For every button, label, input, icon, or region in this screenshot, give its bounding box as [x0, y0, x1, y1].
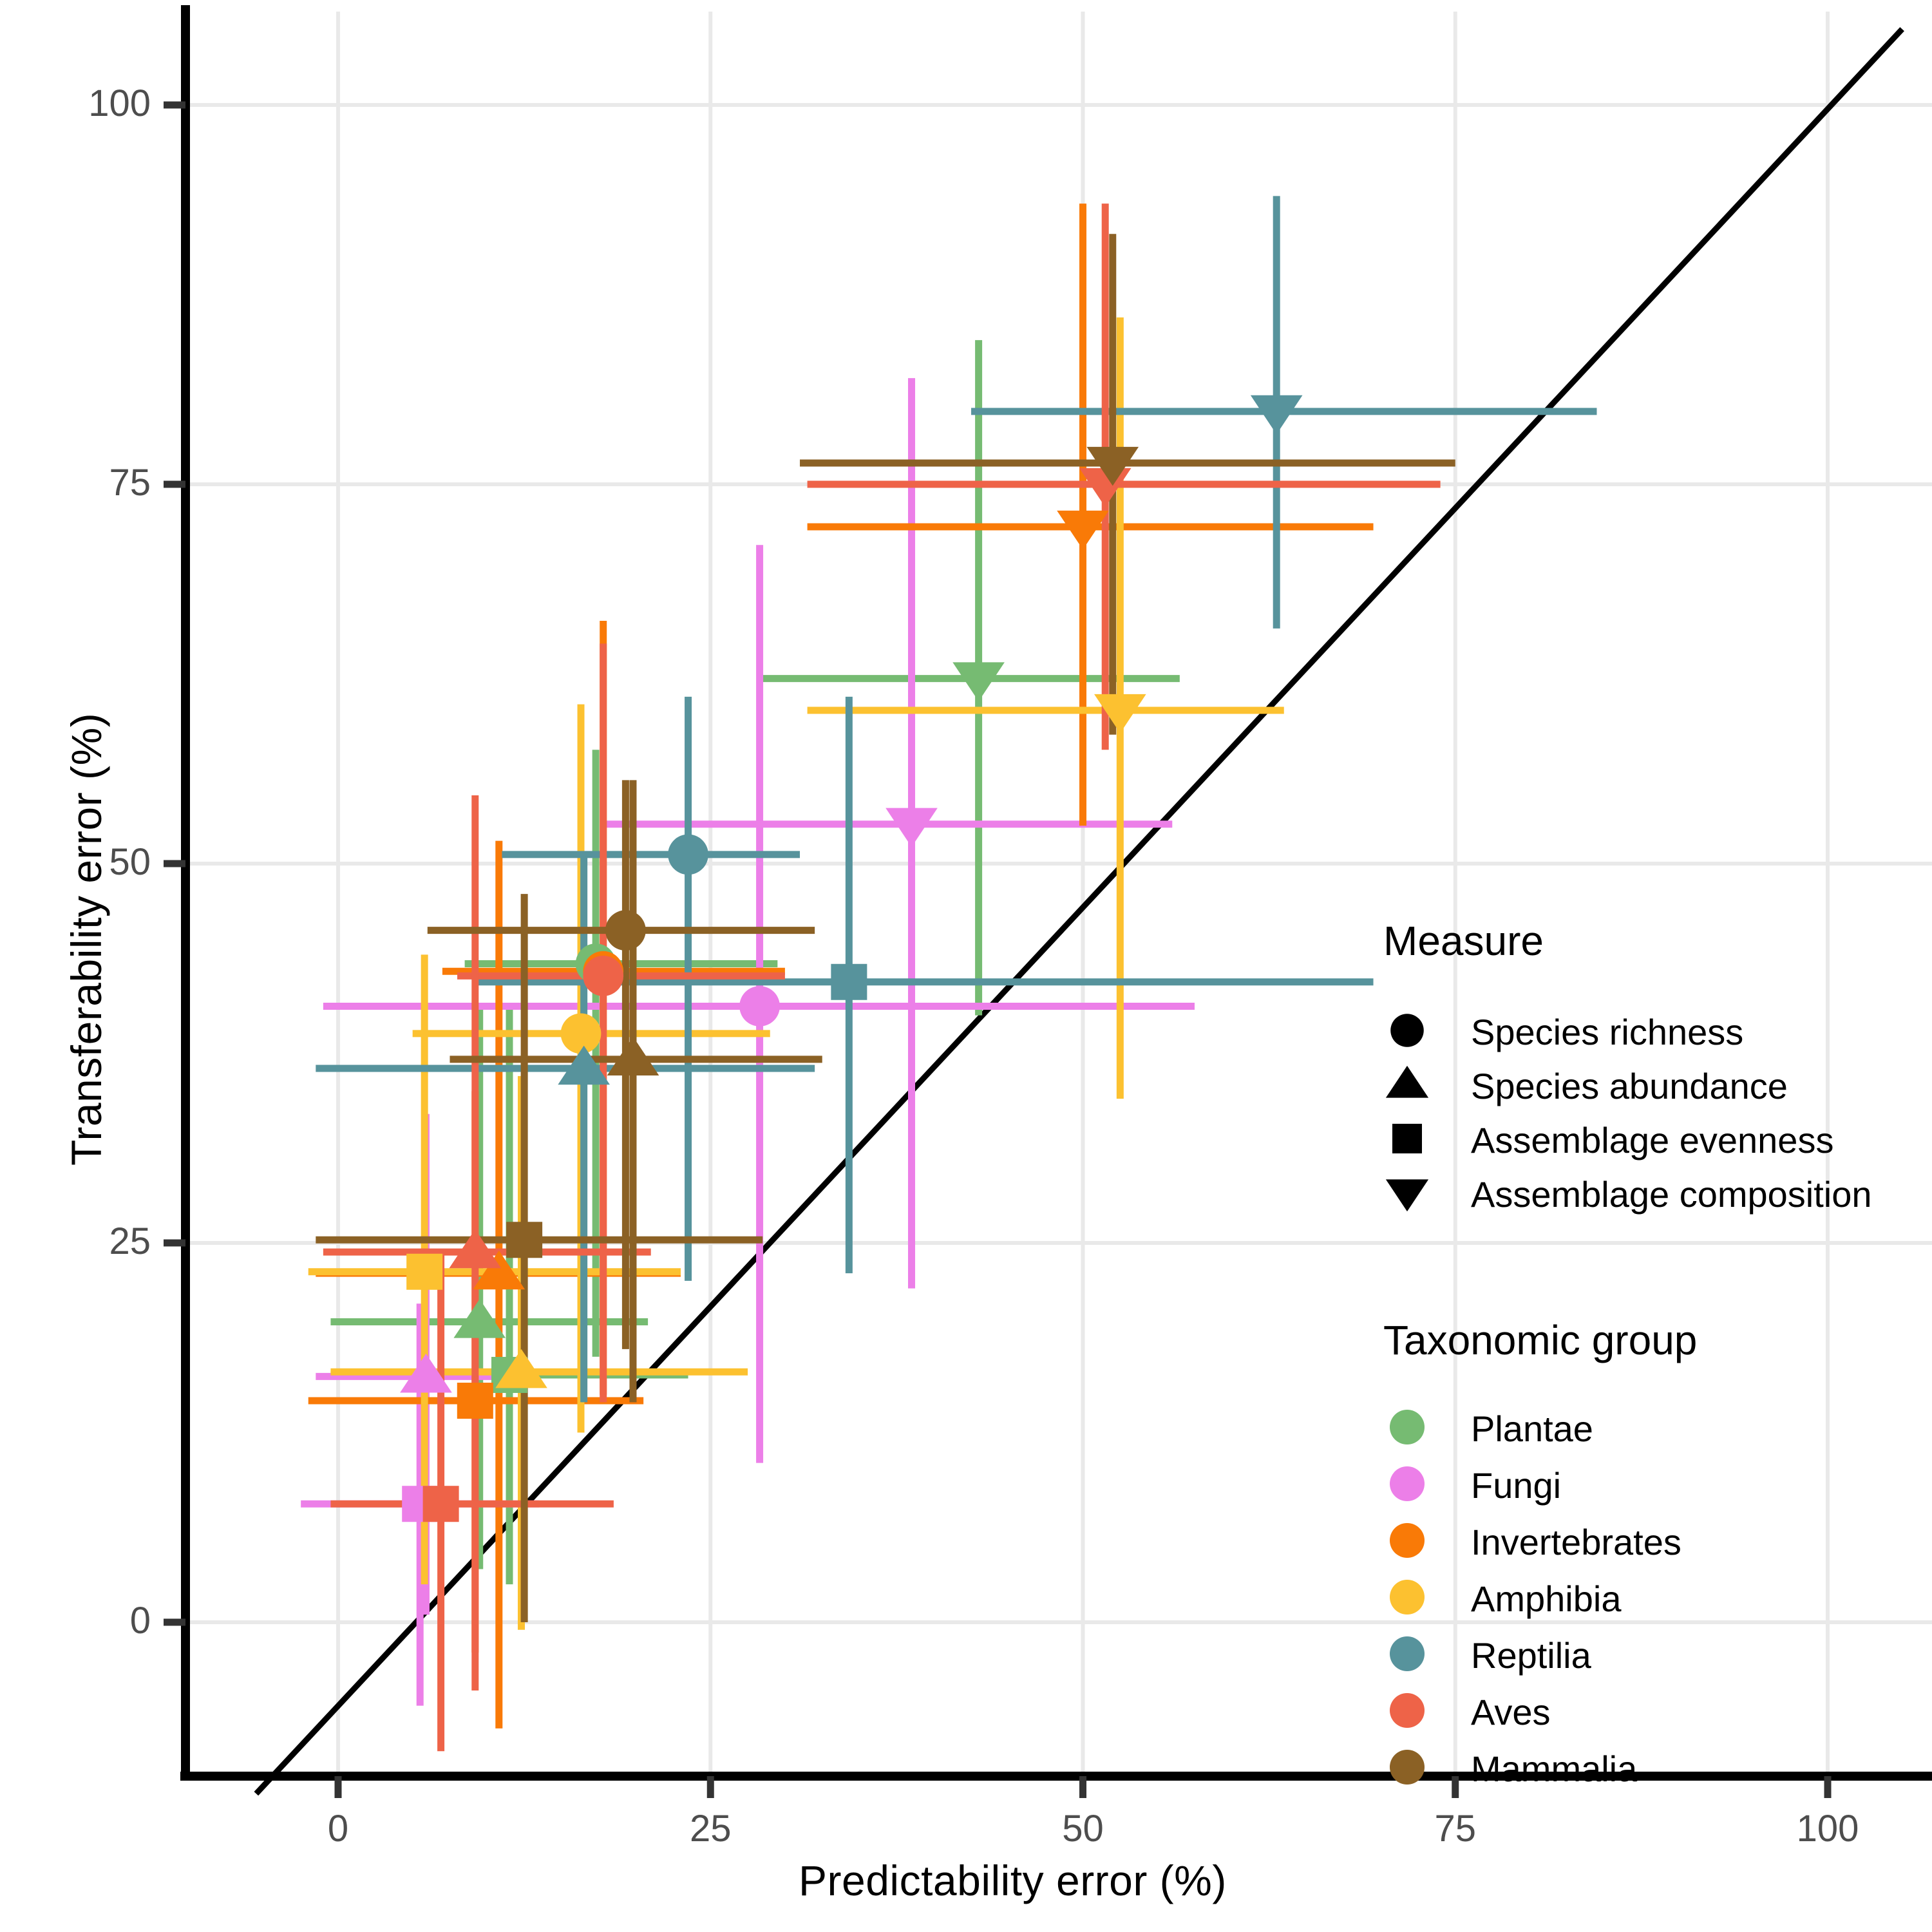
- y-tick-label: 50: [109, 841, 151, 883]
- legend-swatch-reptilia[interactable]: [1390, 1636, 1425, 1671]
- x-tick-label: 50: [1062, 1808, 1104, 1850]
- data-point-triangle-down: [952, 662, 1005, 701]
- legend-label-group-4[interactable]: Reptilia: [1471, 1635, 1591, 1676]
- legend-swatch-invertebrates[interactable]: [1390, 1523, 1425, 1558]
- data-point-square: [506, 1222, 543, 1258]
- y-axis-title: Transferability error (%): [62, 712, 110, 1166]
- data-point-triangle-down: [1086, 446, 1139, 486]
- legend-marker-square: [1392, 1124, 1422, 1153]
- data-point-triangle-up: [453, 1299, 506, 1338]
- y-tick-label: 25: [109, 1220, 151, 1262]
- data-point-triangle-down: [1250, 395, 1303, 435]
- axes: [164, 5, 1932, 1798]
- data-points: [400, 395, 1303, 1522]
- legend-label-measure-3[interactable]: Assemblage composition: [1471, 1174, 1872, 1215]
- legend-swatch-plantae[interactable]: [1390, 1410, 1425, 1444]
- data-point-circle: [739, 986, 780, 1027]
- data-point-triangle-down: [1057, 510, 1109, 550]
- x-axis-title: Predictability error (%): [799, 1857, 1227, 1904]
- data-point-square: [406, 1253, 443, 1290]
- legend-label-group-6[interactable]: Mammalia: [1471, 1748, 1638, 1789]
- data-point-triangle-up: [495, 1349, 547, 1388]
- x-tick-label: 25: [689, 1808, 732, 1850]
- legend-label-measure-0[interactable]: Species richness: [1471, 1012, 1744, 1052]
- legend-label-group-0[interactable]: Plantae: [1471, 1408, 1593, 1449]
- x-tick-label: 0: [327, 1808, 349, 1850]
- data-point-triangle-down: [886, 808, 938, 848]
- legend-label-group-2[interactable]: Invertebrates: [1471, 1522, 1681, 1562]
- legend-title-taxonomic-group: Taxonomic group: [1383, 1317, 1698, 1363]
- legend-title-measure: Measure: [1383, 918, 1544, 964]
- legend-marker-triangle-down: [1385, 1179, 1429, 1212]
- data-point-circle: [668, 834, 708, 875]
- data-point-triangle-up: [473, 1250, 526, 1290]
- legend-marker-triangle-up: [1385, 1065, 1429, 1098]
- legend-label-group-5[interactable]: Aves: [1471, 1692, 1551, 1732]
- data-point-circle: [583, 955, 624, 996]
- data-point-circle: [605, 910, 646, 951]
- legend-label-measure-2[interactable]: Assemblage evenness: [1471, 1120, 1834, 1160]
- legend-label-measure-1[interactable]: Species abundance: [1471, 1066, 1788, 1106]
- x-tick-label: 100: [1796, 1808, 1859, 1850]
- x-tick-label: 75: [1434, 1808, 1476, 1850]
- data-point-triangle-up: [558, 1045, 610, 1085]
- data-point-circle: [560, 1013, 601, 1054]
- y-tick-label: 75: [109, 462, 151, 504]
- data-point-triangle-down: [1079, 468, 1132, 507]
- y-tick-label: 0: [129, 1600, 151, 1642]
- legend-label-group-1[interactable]: Fungi: [1471, 1465, 1562, 1506]
- legend-marker-circle: [1390, 1014, 1424, 1047]
- legend-swatch-aves[interactable]: [1390, 1693, 1425, 1728]
- legend-swatch-amphibia[interactable]: [1390, 1580, 1425, 1615]
- data-point-triangle-down: [1094, 694, 1146, 734]
- data-point-square: [457, 1383, 493, 1419]
- legend-swatch-mammalia[interactable]: [1390, 1750, 1425, 1785]
- legend-swatch-fungi[interactable]: [1390, 1466, 1425, 1501]
- data-point-triangle-up: [607, 1036, 659, 1076]
- data-point-square: [422, 1486, 459, 1522]
- data-point-triangle-up: [400, 1353, 452, 1393]
- identity-reference-line: [254, 27, 1904, 1796]
- y-tick-label: 100: [88, 82, 151, 124]
- data-point-triangle-up: [449, 1229, 502, 1269]
- legend-label-group-3[interactable]: Amphibia: [1471, 1578, 1622, 1619]
- data-point-square: [831, 963, 867, 1000]
